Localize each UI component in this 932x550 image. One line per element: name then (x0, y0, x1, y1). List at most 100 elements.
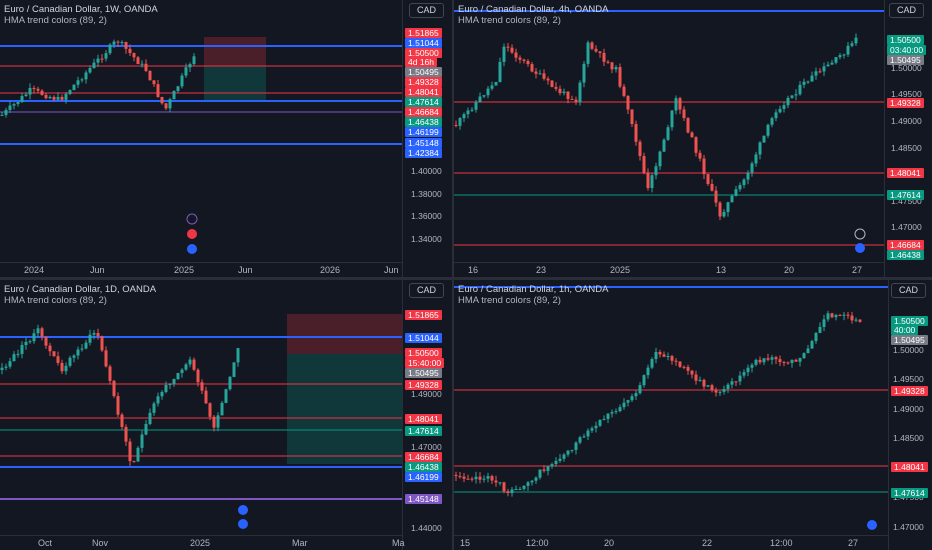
price-label: 1.51865 (405, 310, 442, 320)
candle-body (478, 476, 482, 480)
candle-body (674, 98, 678, 111)
price-tick: 1.47500 (891, 196, 922, 206)
time-tick: Ma (392, 538, 405, 548)
candle-body (16, 102, 20, 105)
candle-body (570, 449, 574, 451)
price-axis[interactable]: CAD 1.50000 1.49500 1.49000 1.48500 1.47… (888, 280, 932, 550)
candle-body (100, 58, 104, 60)
candle-body (522, 485, 526, 489)
candle-body (558, 458, 562, 461)
candle-body (216, 415, 220, 428)
candle-body (32, 333, 36, 342)
candle-body (112, 380, 116, 397)
event-icon (238, 519, 248, 529)
currency-button[interactable]: CAD (891, 283, 927, 298)
candle-body (542, 469, 546, 471)
candle-body (100, 336, 104, 351)
candle-body (774, 357, 778, 360)
chart-pane-1h[interactable]: Euro / Canadian Dollar, 1h, OANDA HMA tr… (454, 280, 932, 550)
price-label: 1.50495 (405, 67, 442, 77)
candle-body (778, 108, 782, 113)
candle-body (730, 381, 734, 385)
candle-body (598, 51, 602, 53)
candle-body (758, 142, 762, 155)
currency-button[interactable]: CAD (409, 283, 445, 298)
candle-body (486, 476, 490, 479)
chart-pane-weekly[interactable]: Euro / Canadian Dollar, 1W, OANDA HMA tr… (0, 0, 452, 277)
time-axis[interactable]: 16 23 2025 13 20 27 (454, 262, 884, 276)
candle-body (120, 42, 124, 44)
candle-body (598, 419, 602, 426)
candle-body (746, 172, 750, 180)
position-stop-zone (204, 37, 266, 66)
chart-plot-daily[interactable] (0, 280, 452, 550)
candle-body (168, 383, 172, 386)
candle-body (734, 381, 738, 383)
candle-body (20, 96, 24, 103)
time-tick: 20 (604, 538, 615, 548)
candle-body (642, 156, 646, 173)
indicator-label[interactable]: HMA trend colors (89, 2) (458, 15, 561, 26)
candle-body (192, 359, 196, 370)
candle-body (136, 447, 140, 462)
candle-body (156, 396, 160, 404)
pane-divider-horizontal[interactable] (0, 277, 932, 280)
countdown-label: 03:40:00 (887, 45, 927, 55)
pane-divider-vertical[interactable] (452, 0, 454, 550)
chart-pane-daily[interactable]: Euro / Canadian Dollar, 1D, OANDA HMA tr… (0, 280, 452, 550)
candle-body (192, 56, 196, 65)
candle-body (164, 103, 168, 109)
candle-body (618, 67, 622, 87)
currency-button[interactable]: CAD (409, 3, 445, 18)
candle-body (502, 46, 506, 62)
candle-body (830, 62, 834, 65)
candle-body (798, 84, 802, 95)
candle-body (546, 466, 550, 471)
candle-body (842, 314, 846, 316)
chart-plot-4h[interactable] (454, 0, 932, 277)
candle-body (474, 102, 478, 110)
last-price-label: 1.50500 (891, 316, 928, 326)
candle-body (80, 348, 84, 350)
candle-body (506, 46, 510, 48)
time-axis[interactable]: Oct Nov 2025 Mar Ma (0, 535, 405, 549)
candle-body (562, 454, 566, 459)
indicator-label[interactable]: HMA trend colors (89, 2) (458, 295, 561, 306)
candle-body (666, 127, 670, 140)
candle-body (236, 348, 240, 363)
candle-body (614, 67, 618, 70)
price-tick: 1.47000 (893, 522, 924, 532)
price-tick: 1.49500 (893, 374, 924, 384)
time-axis[interactable]: 2024 Jun 2025 Jun 2026 Jun (0, 262, 402, 276)
candle-body (172, 91, 176, 100)
indicator-label[interactable]: HMA trend colors (89, 2) (4, 15, 107, 26)
candle-body (88, 334, 92, 343)
candle-body (590, 428, 594, 431)
time-axis[interactable]: 15 12:00 20 22 12:00 27 (454, 535, 888, 549)
candle-body (68, 357, 72, 366)
time-tick: 23 (536, 265, 547, 275)
candle-body (32, 87, 36, 89)
price-axis[interactable]: CAD 1.40000 1.38000 1.36000 1.34000 1.51… (402, 0, 452, 277)
candle-body (826, 313, 830, 320)
currency-button[interactable]: CAD (889, 3, 925, 18)
candle-body (754, 359, 758, 365)
candle-body (132, 461, 136, 463)
indicator-label[interactable]: HMA trend colors (89, 2) (4, 295, 107, 306)
chart-plot-1h[interactable] (454, 280, 932, 550)
candle-body (482, 478, 486, 480)
candle-body (478, 96, 482, 103)
price-axis[interactable]: CAD 1.50000 1.49500 1.49000 1.48500 1.47… (884, 0, 932, 277)
price-label: 1.48041 (405, 414, 442, 424)
chart-pane-4h[interactable]: Euro / Canadian Dollar, 4h, OANDA HMA tr… (454, 0, 932, 277)
price-label: 1.48041 (891, 462, 928, 472)
candle-body (20, 345, 24, 354)
candle-body (758, 359, 762, 363)
candle-body (148, 70, 152, 81)
price-axis[interactable]: CAD 1.49000 1.47000 1.44000 1.51865 1.51… (402, 280, 452, 550)
candle-body (534, 71, 538, 74)
candle-body (188, 359, 192, 365)
candle-body (152, 80, 156, 85)
candle-body (670, 110, 674, 128)
chart-plot-weekly[interactable] (0, 0, 452, 277)
